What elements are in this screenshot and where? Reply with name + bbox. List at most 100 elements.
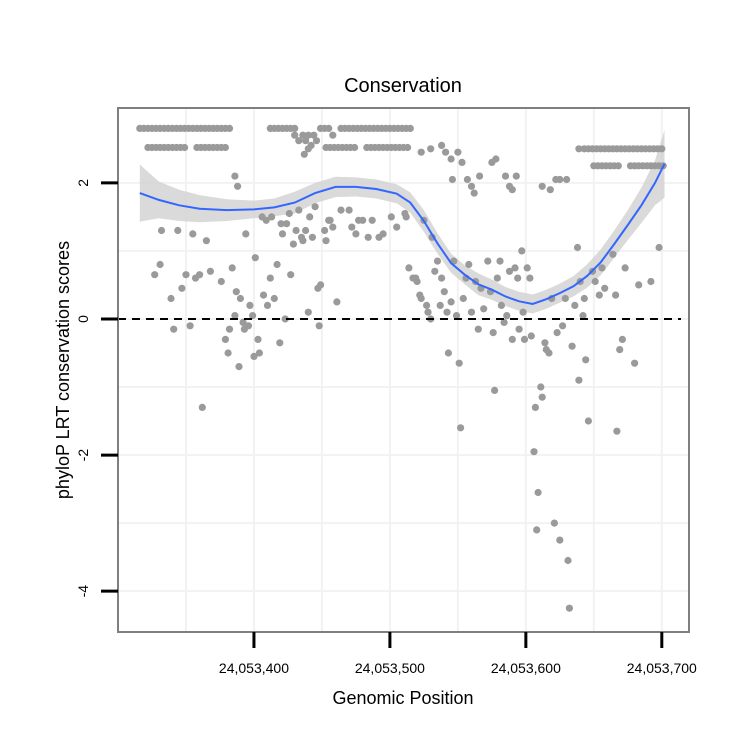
data-point <box>170 325 178 333</box>
data-point <box>311 203 319 211</box>
x-axis: 24,053,400 24,053,500 24,053,600 24,053,700 <box>219 632 697 676</box>
data-point <box>438 141 446 149</box>
data-point <box>571 301 579 309</box>
data-point <box>514 274 522 282</box>
data-point <box>492 155 500 163</box>
data-point <box>239 318 247 326</box>
data-point <box>278 230 287 238</box>
data-point <box>447 155 455 163</box>
data-point <box>402 213 410 221</box>
data-point <box>431 267 439 275</box>
data-point <box>512 172 520 180</box>
data-point <box>568 342 576 350</box>
data-point <box>276 339 284 347</box>
x-tick-label: 24,053,400 <box>219 660 289 676</box>
data-point <box>515 325 523 333</box>
data-point <box>300 150 308 158</box>
data-point <box>463 175 471 184</box>
data-point <box>511 264 519 272</box>
data-point <box>287 271 295 279</box>
data-point <box>221 143 229 152</box>
data-point <box>556 536 564 544</box>
data-point <box>326 216 334 224</box>
data-point <box>493 274 501 282</box>
data-point <box>299 237 307 245</box>
data-point <box>368 216 376 224</box>
data-point <box>595 291 603 299</box>
data-point <box>225 124 234 132</box>
x-axis-label: Genomic Position <box>332 688 473 708</box>
data-point <box>497 301 505 309</box>
data-point <box>647 277 655 286</box>
data-point <box>182 271 190 279</box>
data-point <box>556 175 564 184</box>
data-point <box>518 247 526 255</box>
data-point <box>526 274 534 282</box>
data-point <box>295 206 303 214</box>
data-point <box>202 237 210 245</box>
data-point <box>285 209 293 218</box>
data-point <box>406 124 414 132</box>
data-point <box>447 298 455 306</box>
data-point <box>198 403 206 411</box>
data-point <box>393 223 401 231</box>
data-point <box>250 352 258 360</box>
data-point <box>302 226 310 235</box>
data-point <box>321 226 329 235</box>
data-point <box>295 137 303 145</box>
data-point <box>444 349 452 357</box>
data-point <box>262 216 270 224</box>
data-point <box>618 335 627 343</box>
data-point <box>329 223 337 231</box>
data-point <box>491 386 499 394</box>
data-point <box>281 315 289 323</box>
data-point <box>655 243 663 252</box>
data-point <box>534 488 542 497</box>
data-point <box>609 250 617 258</box>
data-point <box>174 226 182 235</box>
data-point <box>181 143 189 152</box>
smooth-line <box>139 163 666 306</box>
data-point <box>467 308 476 316</box>
data-point <box>546 186 554 194</box>
data-point <box>206 267 214 275</box>
data-point <box>545 349 553 357</box>
y-axis-label: phyloP LRT conservation scores <box>53 241 73 499</box>
data-point <box>189 230 197 238</box>
data-point <box>387 213 395 221</box>
confidence-band-area <box>139 129 665 314</box>
data-point <box>351 143 359 152</box>
data-point <box>503 312 511 320</box>
data-point <box>228 264 236 272</box>
data-point <box>348 223 356 231</box>
data-point <box>178 284 186 292</box>
data-point <box>537 383 545 391</box>
data-point <box>508 186 516 194</box>
data-point <box>379 230 387 238</box>
data-point <box>582 356 590 364</box>
data-point <box>459 294 467 303</box>
data-point <box>234 182 242 190</box>
data-point <box>317 281 325 289</box>
data-point <box>438 274 446 282</box>
data-point <box>359 216 367 224</box>
x-tick-label: 24,053,600 <box>491 660 561 676</box>
data-point <box>322 237 330 245</box>
data-point <box>157 226 166 235</box>
data-point <box>312 137 321 145</box>
data-point <box>591 277 599 286</box>
data-point <box>621 264 629 272</box>
data-point <box>304 308 312 316</box>
data-point <box>500 318 508 326</box>
data-point <box>246 301 254 309</box>
data-point <box>575 376 583 384</box>
data-point <box>527 332 535 340</box>
data-point <box>580 294 588 303</box>
data-point <box>550 519 559 527</box>
data-point <box>299 131 307 139</box>
data-point <box>186 322 194 330</box>
data-point <box>559 322 567 330</box>
data-point <box>531 403 540 411</box>
data-point <box>244 322 253 330</box>
data-point <box>496 257 504 265</box>
